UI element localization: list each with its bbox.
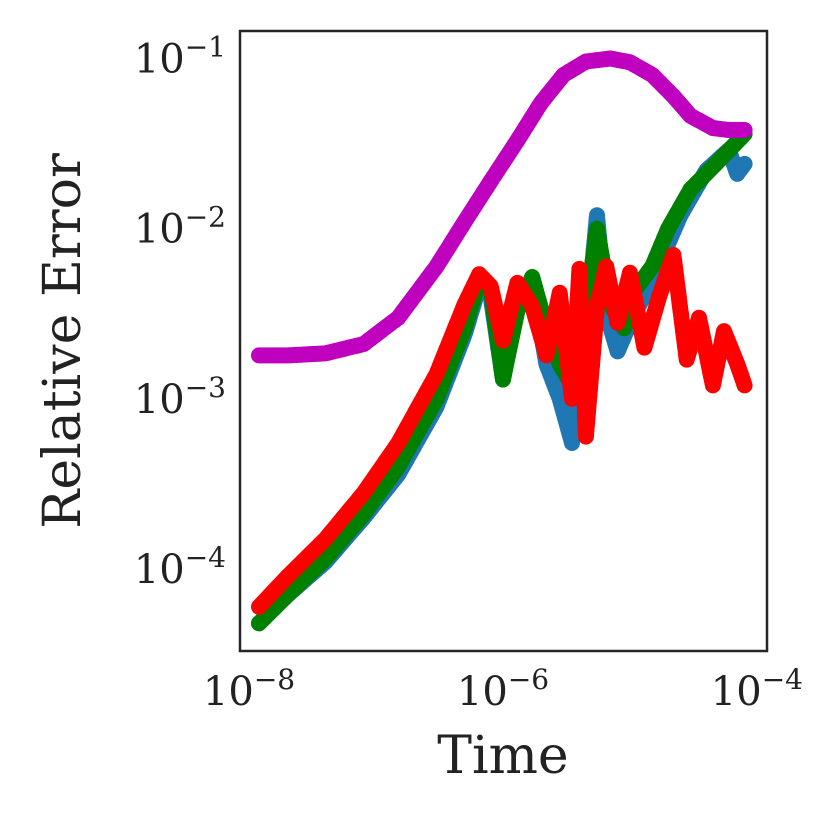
y-tick-label: 10−4	[134, 541, 226, 593]
series-2	[251, 247, 753, 615]
y-tick-label: 10−3	[134, 371, 226, 423]
series-3	[251, 50, 753, 364]
x-tick-label: 10−8	[203, 663, 295, 715]
y-axis-label: Relative Error	[33, 153, 93, 529]
data-point	[736, 377, 753, 394]
y-tick-label: 10−1	[134, 31, 226, 83]
axis-ticks: 10−8 10−6 10−4 10−4 10−3 10−2 10−1	[134, 31, 803, 716]
x-tick-label: 10−6	[457, 663, 549, 715]
y-tick-label: 10−2	[134, 201, 226, 253]
plot-frame	[238, 29, 769, 653]
data-point	[736, 155, 753, 172]
data-point	[736, 122, 753, 138]
x-axis-label: Time	[437, 726, 568, 786]
x-tick-label: 10−4	[711, 663, 803, 715]
plot-marks	[251, 50, 753, 632]
